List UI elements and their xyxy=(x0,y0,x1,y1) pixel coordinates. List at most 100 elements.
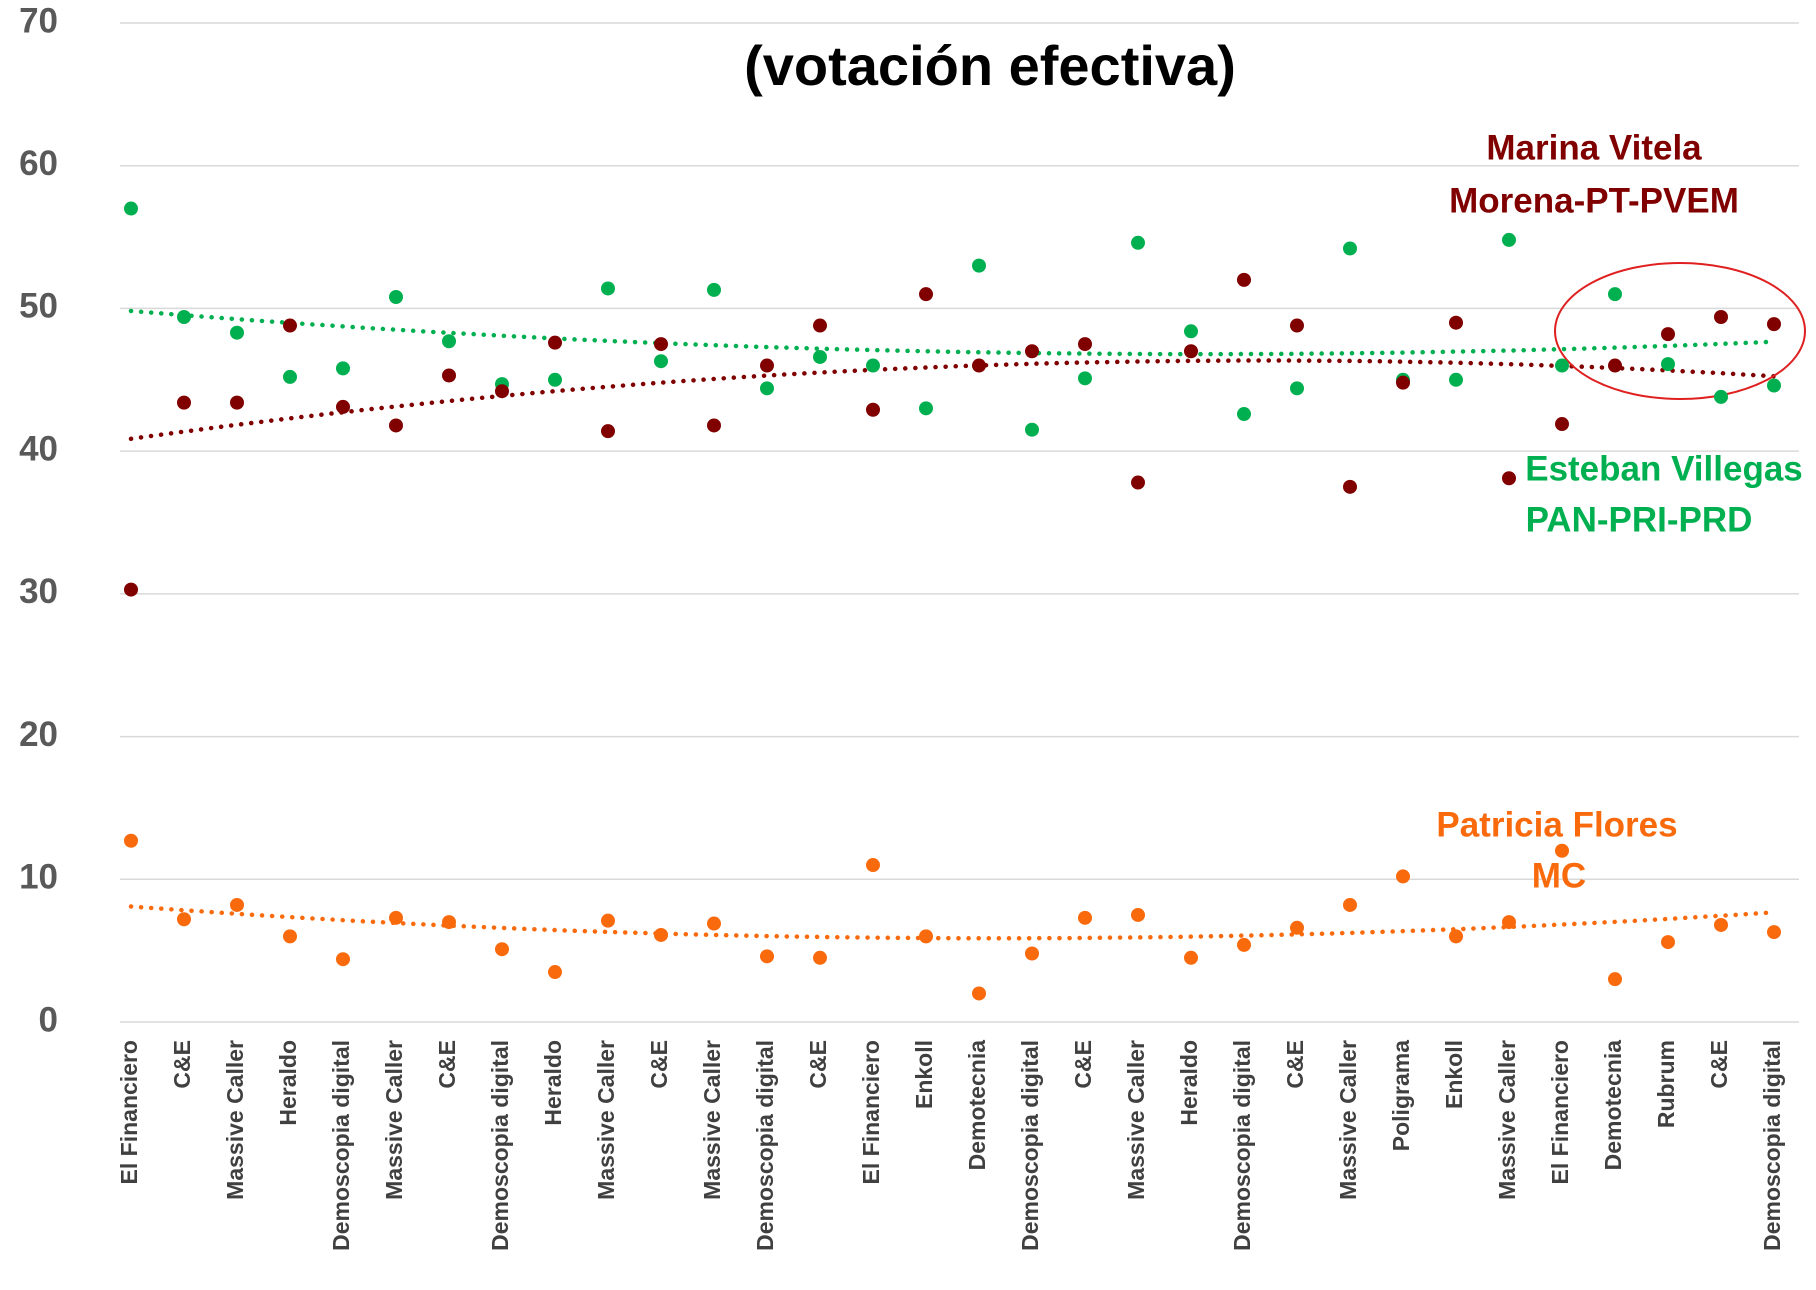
point xyxy=(1078,337,1092,352)
y-tick-label: 70 xyxy=(19,1,58,40)
point xyxy=(1608,287,1622,302)
point xyxy=(1078,910,1092,925)
x-tick-label: Demoscopia digital xyxy=(328,1040,354,1251)
y-tick-label: 10 xyxy=(19,858,58,897)
x-tick-label: El Financiero xyxy=(858,1040,884,1184)
point xyxy=(1767,925,1781,940)
y-tick-label: 60 xyxy=(19,144,58,183)
x-tick-label: Enkoll xyxy=(1441,1040,1467,1109)
point xyxy=(1131,907,1145,922)
annotation: Marina Vitela xyxy=(1486,128,1702,167)
point xyxy=(548,965,562,980)
point xyxy=(177,912,191,927)
point xyxy=(495,384,509,399)
point xyxy=(124,201,138,216)
point xyxy=(442,368,456,383)
x-tick-label: Massive Caller xyxy=(1123,1040,1149,1200)
point xyxy=(1555,843,1569,858)
x-tick-label: Massive Caller xyxy=(1335,1040,1361,1200)
point xyxy=(1078,371,1092,386)
x-tick-label: Massive Caller xyxy=(381,1040,407,1200)
point xyxy=(1237,937,1251,952)
point xyxy=(654,354,668,369)
point xyxy=(1343,241,1357,256)
x-tick-label: C&E xyxy=(434,1040,460,1089)
point xyxy=(866,358,880,373)
x-tick-label: C&E xyxy=(805,1040,831,1089)
point xyxy=(177,395,191,410)
point xyxy=(866,402,880,417)
x-tick-label: El Financiero xyxy=(116,1040,142,1184)
x-tick-label: C&E xyxy=(169,1040,195,1089)
point xyxy=(1502,232,1516,247)
annotation: MC xyxy=(1532,856,1586,895)
x-tick-label: Rubrum xyxy=(1653,1040,1679,1128)
x-tick-label: Demoscopia digital xyxy=(1017,1040,1043,1251)
y-tick-label: 50 xyxy=(19,287,58,326)
point xyxy=(1714,917,1728,932)
y-tick-label: 40 xyxy=(19,429,58,468)
point xyxy=(1661,327,1675,342)
point xyxy=(972,986,986,1001)
point xyxy=(1025,422,1039,437)
x-tick-label: Demoscopia digital xyxy=(1759,1040,1785,1251)
point xyxy=(1502,915,1516,930)
point xyxy=(124,833,138,848)
point xyxy=(1608,972,1622,987)
point xyxy=(442,334,456,349)
x-tick-label: Massive Caller xyxy=(222,1040,248,1200)
point xyxy=(336,361,350,376)
point xyxy=(601,424,615,439)
point xyxy=(1449,372,1463,387)
point xyxy=(919,287,933,302)
point xyxy=(601,913,615,928)
point xyxy=(601,281,615,296)
point xyxy=(1184,324,1198,339)
point xyxy=(1184,344,1198,359)
x-tick-label: Massive Caller xyxy=(699,1040,725,1200)
point xyxy=(1131,475,1145,490)
point xyxy=(124,582,138,597)
chart-title: (votación efectiva) xyxy=(744,34,1236,97)
point xyxy=(230,395,244,410)
y-tick-label: 30 xyxy=(19,572,58,611)
point xyxy=(1290,920,1304,935)
x-tick-label: Enkoll xyxy=(911,1040,937,1109)
x-tick-label: Demotecnia xyxy=(1600,1040,1626,1171)
highlight-ellipse xyxy=(1554,262,1806,400)
x-tick-label: C&E xyxy=(1070,1040,1096,1089)
point xyxy=(389,910,403,925)
point xyxy=(1449,315,1463,330)
point xyxy=(1555,417,1569,432)
point xyxy=(654,337,668,352)
point xyxy=(919,929,933,944)
point xyxy=(1767,317,1781,332)
point xyxy=(707,282,721,297)
point xyxy=(654,927,668,942)
annotation: Esteban Villegas xyxy=(1525,449,1803,488)
point xyxy=(177,309,191,324)
x-tick-label: Massive Caller xyxy=(1494,1040,1520,1200)
point xyxy=(1767,378,1781,393)
point xyxy=(972,358,986,373)
point xyxy=(1714,389,1728,404)
trendline xyxy=(128,308,1777,357)
point xyxy=(336,952,350,967)
x-tick-label: Demoscopia digital xyxy=(752,1040,778,1251)
x-tick-label: Heraldo xyxy=(1176,1040,1202,1126)
point xyxy=(760,381,774,396)
point xyxy=(972,258,986,273)
annotation: PAN-PRI-PRD xyxy=(1526,500,1753,539)
point xyxy=(707,916,721,931)
point xyxy=(389,290,403,305)
point xyxy=(707,418,721,433)
point xyxy=(760,358,774,373)
point xyxy=(1290,318,1304,333)
x-tick-label: Demoscopia digital xyxy=(1229,1040,1255,1251)
point xyxy=(813,950,827,965)
point xyxy=(1184,950,1198,965)
point xyxy=(283,318,297,333)
x-tick-label: C&E xyxy=(1282,1040,1308,1089)
point xyxy=(1131,235,1145,250)
